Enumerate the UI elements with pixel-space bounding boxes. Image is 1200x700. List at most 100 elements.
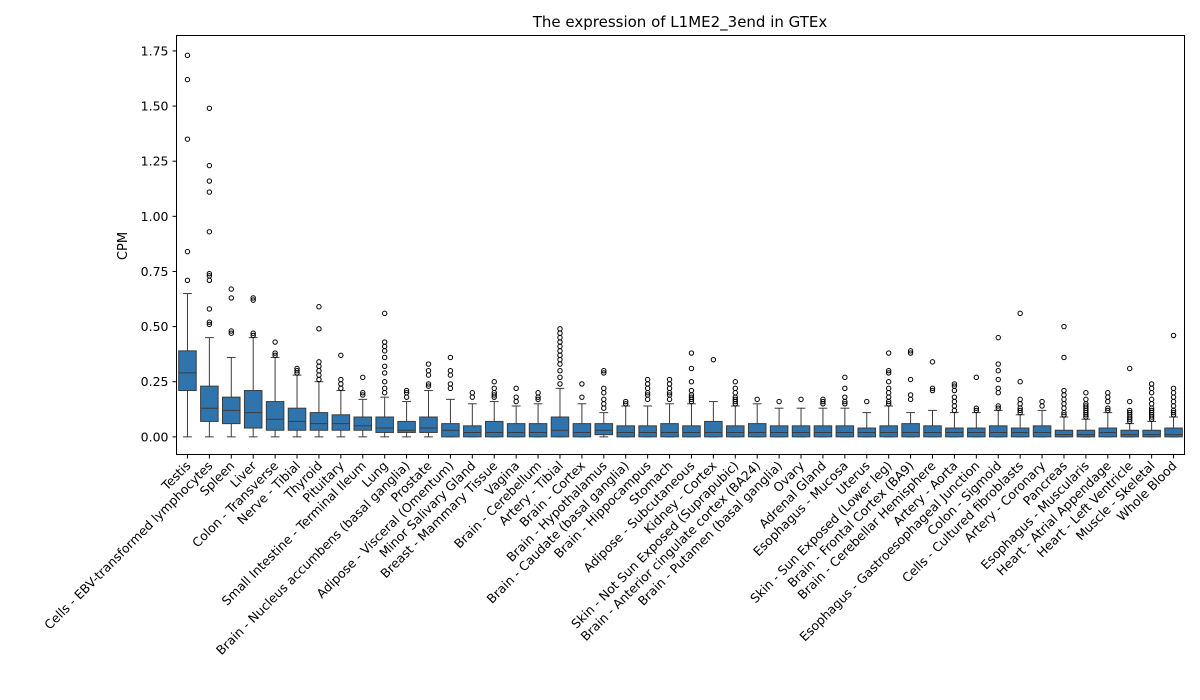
y-axis: 0.00 0.25 0.50 0.75 1.00 1.25 1.50 1.75 [141,43,177,444]
box-group [200,105,219,438]
box [1120,429,1139,438]
box [638,425,657,438]
box [901,423,920,438]
box [484,420,504,438]
box-group [178,52,197,438]
outlier-point [184,277,191,283]
outlier-point [973,374,980,381]
outlier-point [929,387,936,394]
outlier-point [995,385,1001,392]
outlier-point [644,381,651,387]
outlier-point [1127,398,1133,405]
outlier-point [1017,310,1023,317]
outlier-point [1061,323,1067,330]
outlier-point [557,326,563,332]
outlier-point [601,368,607,374]
outlier-point [688,387,695,394]
box [704,420,723,438]
outlier-point [535,396,541,403]
outlier-point [425,372,432,378]
outlier-point [360,374,366,381]
box-group [1010,310,1030,438]
outlier-point [184,136,191,142]
box-group [265,339,285,438]
outlier-point [601,401,607,407]
box-group [1054,323,1074,438]
box [988,425,1008,438]
box [747,423,767,438]
box-group [572,381,592,438]
outlier-point [294,368,300,374]
outlier-point [228,330,234,336]
outlier-point [688,394,695,400]
y-tick-label: 1.75 [141,43,169,58]
box [835,425,855,438]
outlier-point [601,370,607,376]
outlier-point [1017,379,1023,385]
box-group [616,398,635,438]
box-group [528,390,548,438]
y-tick-label: 0.25 [141,374,169,389]
box-group [660,376,679,438]
outlier-point [907,348,914,354]
box [1032,425,1052,438]
outlier-point [381,348,388,354]
outlier-point [1148,390,1155,396]
outlier-point [513,398,519,405]
box [287,407,307,431]
outlier-point [206,105,213,111]
outlier-point [1061,392,1067,398]
outlier-point [381,339,388,345]
outlier-point [732,385,738,392]
box [353,416,373,431]
outlier-point [666,396,673,403]
outlier-point [1017,407,1023,414]
outlier-point [447,372,454,378]
outlier-point [403,394,410,400]
box-group [287,365,307,438]
outlier-point [206,162,213,169]
outlier-point [951,387,958,394]
outlier-point [601,390,607,396]
outlier-point [1105,398,1111,405]
box-group [419,361,438,438]
box-group [463,390,482,438]
outlier-point [491,379,497,385]
outlier-point [1148,385,1155,392]
outlier-point [688,350,695,356]
outlier-point [1148,381,1155,387]
outlier-point [206,277,213,283]
outlier-point [1061,401,1067,407]
outlier-point [864,398,870,405]
outlier-point [666,385,673,392]
box-group [791,396,811,438]
outlier-point [206,319,213,325]
box [375,416,394,433]
outlier-point [1170,385,1177,392]
box-group [1120,365,1139,438]
outlier-point [206,273,213,279]
outlier-point [557,381,563,387]
outlier-point [776,398,782,405]
outlier-point [885,368,892,374]
plot-area [178,52,1183,438]
outlier-point [316,376,322,383]
outlier-point [206,178,213,184]
outlier-point [425,381,432,387]
outlier-point [425,368,432,374]
y-tick-label: 1.50 [141,99,169,114]
outlier-point [425,383,432,389]
outlier-point [601,385,607,392]
box-group [747,396,767,438]
outlier-point [951,381,958,387]
outlier-point [951,394,958,400]
outlier-point [644,396,651,403]
outlier-point [1039,403,1045,409]
outlier-point [338,376,344,383]
outlier-point [1170,332,1177,339]
outlier-point [951,398,958,405]
box-group [1076,390,1096,438]
box-group [704,356,723,438]
outlier-point [250,332,256,339]
box [1076,429,1096,438]
